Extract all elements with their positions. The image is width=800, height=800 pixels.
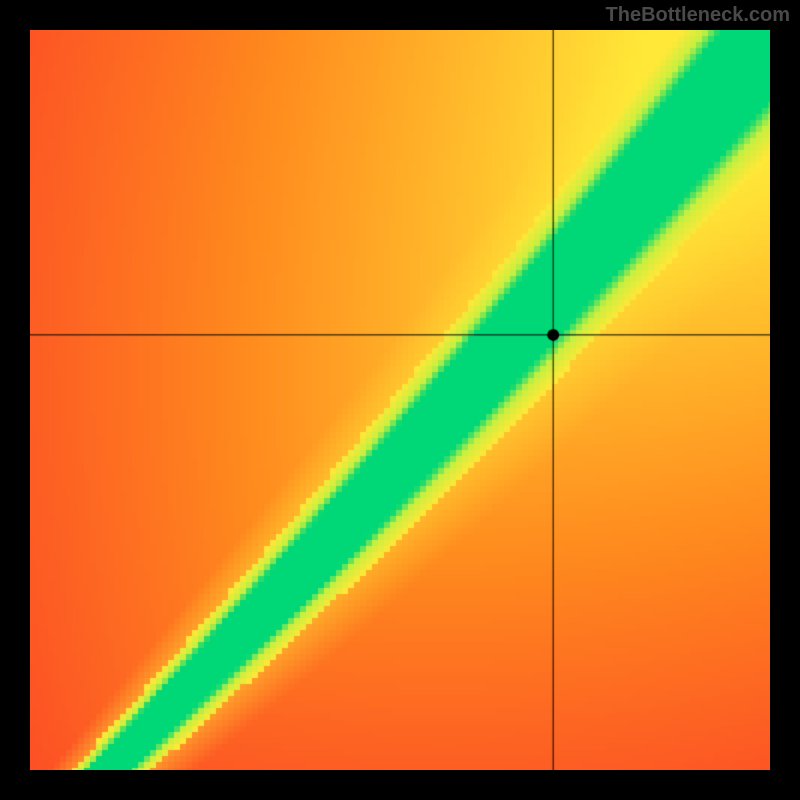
- chart-container: TheBottleneck.com: [0, 0, 800, 800]
- plot-area: [30, 30, 770, 770]
- watermark-text: TheBottleneck.com: [606, 4, 790, 27]
- heatmap-canvas: [30, 30, 770, 770]
